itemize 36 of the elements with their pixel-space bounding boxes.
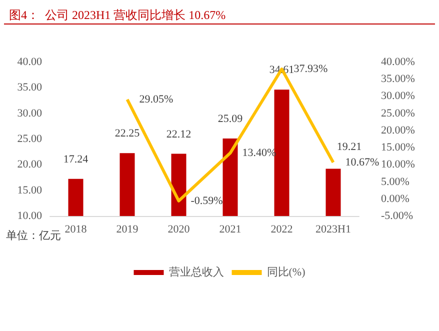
y-tick-label: 35.00 xyxy=(17,82,42,94)
y2-tick-label: 5.00% xyxy=(381,176,410,188)
data-label: 22.12 xyxy=(166,128,192,140)
data-label: 17.24 xyxy=(63,153,89,166)
y2-tick-label: 25.00% xyxy=(381,107,415,120)
x-tick-label: 2019 xyxy=(116,224,139,236)
y2-tick-label: 0.00% xyxy=(381,192,410,205)
data-label: 22.25 xyxy=(114,128,140,140)
chart-title: 图4： 公司 2023H1 营收同比增长 10.67% xyxy=(9,8,226,22)
y-axis-title: 单位：亿元 xyxy=(6,228,61,243)
data-label: -0.59% xyxy=(190,194,223,207)
x-tick-label: 2023H1 xyxy=(316,224,351,236)
data-label: 10.67% xyxy=(345,156,380,168)
y-tick-label: 15.00 xyxy=(17,184,42,196)
y2-tick-label: -5.00% xyxy=(381,210,414,222)
data-label: 29.05% xyxy=(139,93,174,106)
legend-label: 营业总收入 xyxy=(168,266,224,278)
x-tick-label: 2022 xyxy=(270,224,293,236)
data-label: 25.09 xyxy=(218,113,244,126)
y-tick-label: 20.00 xyxy=(17,158,42,171)
x-tick-label: 2018 xyxy=(64,224,88,236)
legend-label: 同比(%) xyxy=(266,266,306,278)
x-tick-label: 2021 xyxy=(219,224,242,236)
data-label: 37.93% xyxy=(294,63,328,76)
x-tick-label: 2020 xyxy=(168,224,190,236)
y2-tick-label: 10.00% xyxy=(381,158,415,171)
y-tick-label: 10.00 xyxy=(17,210,42,222)
y2-tick-label: 15.00% xyxy=(381,142,415,154)
y-tick-label: 30.00 xyxy=(17,107,42,120)
y-tick-label: 25.00 xyxy=(17,133,42,145)
y2-tick-label: 35.00% xyxy=(381,73,415,86)
y2-tick-label: 30.00% xyxy=(381,90,415,102)
data-label: 19.21 xyxy=(336,141,362,154)
y2-tick-label: 40.00% xyxy=(381,56,415,68)
y2-tick-label: 20.00% xyxy=(381,124,415,136)
y-tick-label: 40.00 xyxy=(17,56,42,68)
